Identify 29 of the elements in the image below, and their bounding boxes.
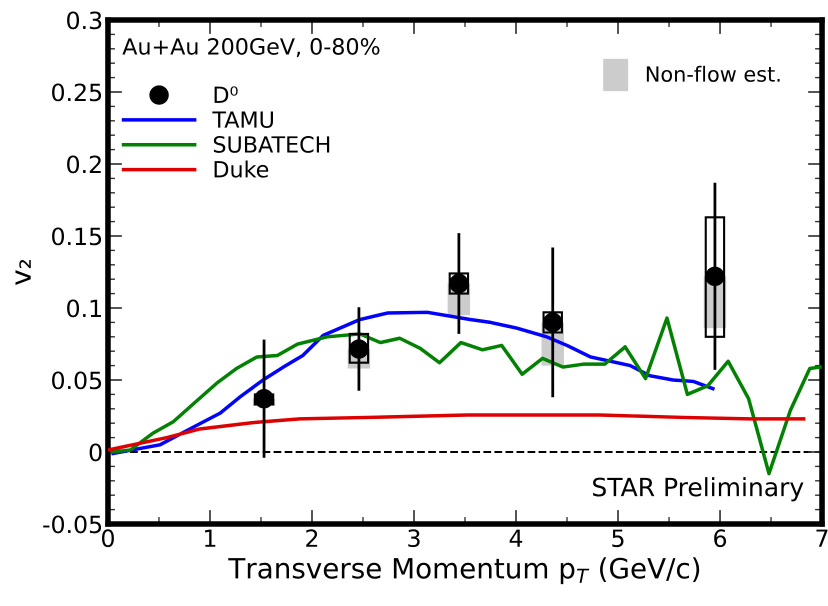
line-series — [108, 413, 806, 452]
x-tick-label: 0 — [102, 529, 114, 548]
x-tick-label: 1 — [205, 530, 216, 547]
y-tick-label: 0.05 — [52, 371, 102, 390]
point — [705, 266, 725, 286]
x-axis-title: Transverse Momentum p$_{T}$ (GeV/c) — [228, 557, 700, 584]
y-tick-label: 0.15 — [52, 227, 102, 246]
y-axis-title: v₂ — [15, 260, 31, 285]
legend-label: SUBATECH — [214, 136, 330, 153]
annotation: Au+Au 200GeV, 0-80% — [122, 38, 380, 58]
legend-label: Duke — [214, 160, 268, 178]
y-tick-label: 0.1 — [67, 299, 101, 318]
annotation: STAR Preliminary — [593, 477, 804, 502]
x-tick-label: 5 — [612, 530, 624, 548]
x-tick-label: 6 — [714, 529, 726, 548]
x-tick-label: 3 — [408, 529, 420, 548]
legend-label: Non-flow est. — [646, 66, 780, 82]
x-tick-label: 7 — [816, 530, 828, 547]
x-tick-label: 2 — [306, 529, 318, 547]
y-tick-label: -0.05 — [43, 515, 102, 534]
y-tick-label: 0.3 — [67, 11, 102, 30]
y-tick-label: 0 — [90, 443, 102, 462]
y-tick-label: 0.25 — [52, 83, 102, 102]
y-tick-label: 0.2 — [67, 155, 101, 174]
x-tick-label: 4 — [510, 530, 522, 547]
line-series — [110, 316, 822, 476]
bar — [254, 393, 274, 406]
legend-label: D⁰ — [214, 86, 238, 103]
legend-label: TAMU — [212, 111, 273, 128]
